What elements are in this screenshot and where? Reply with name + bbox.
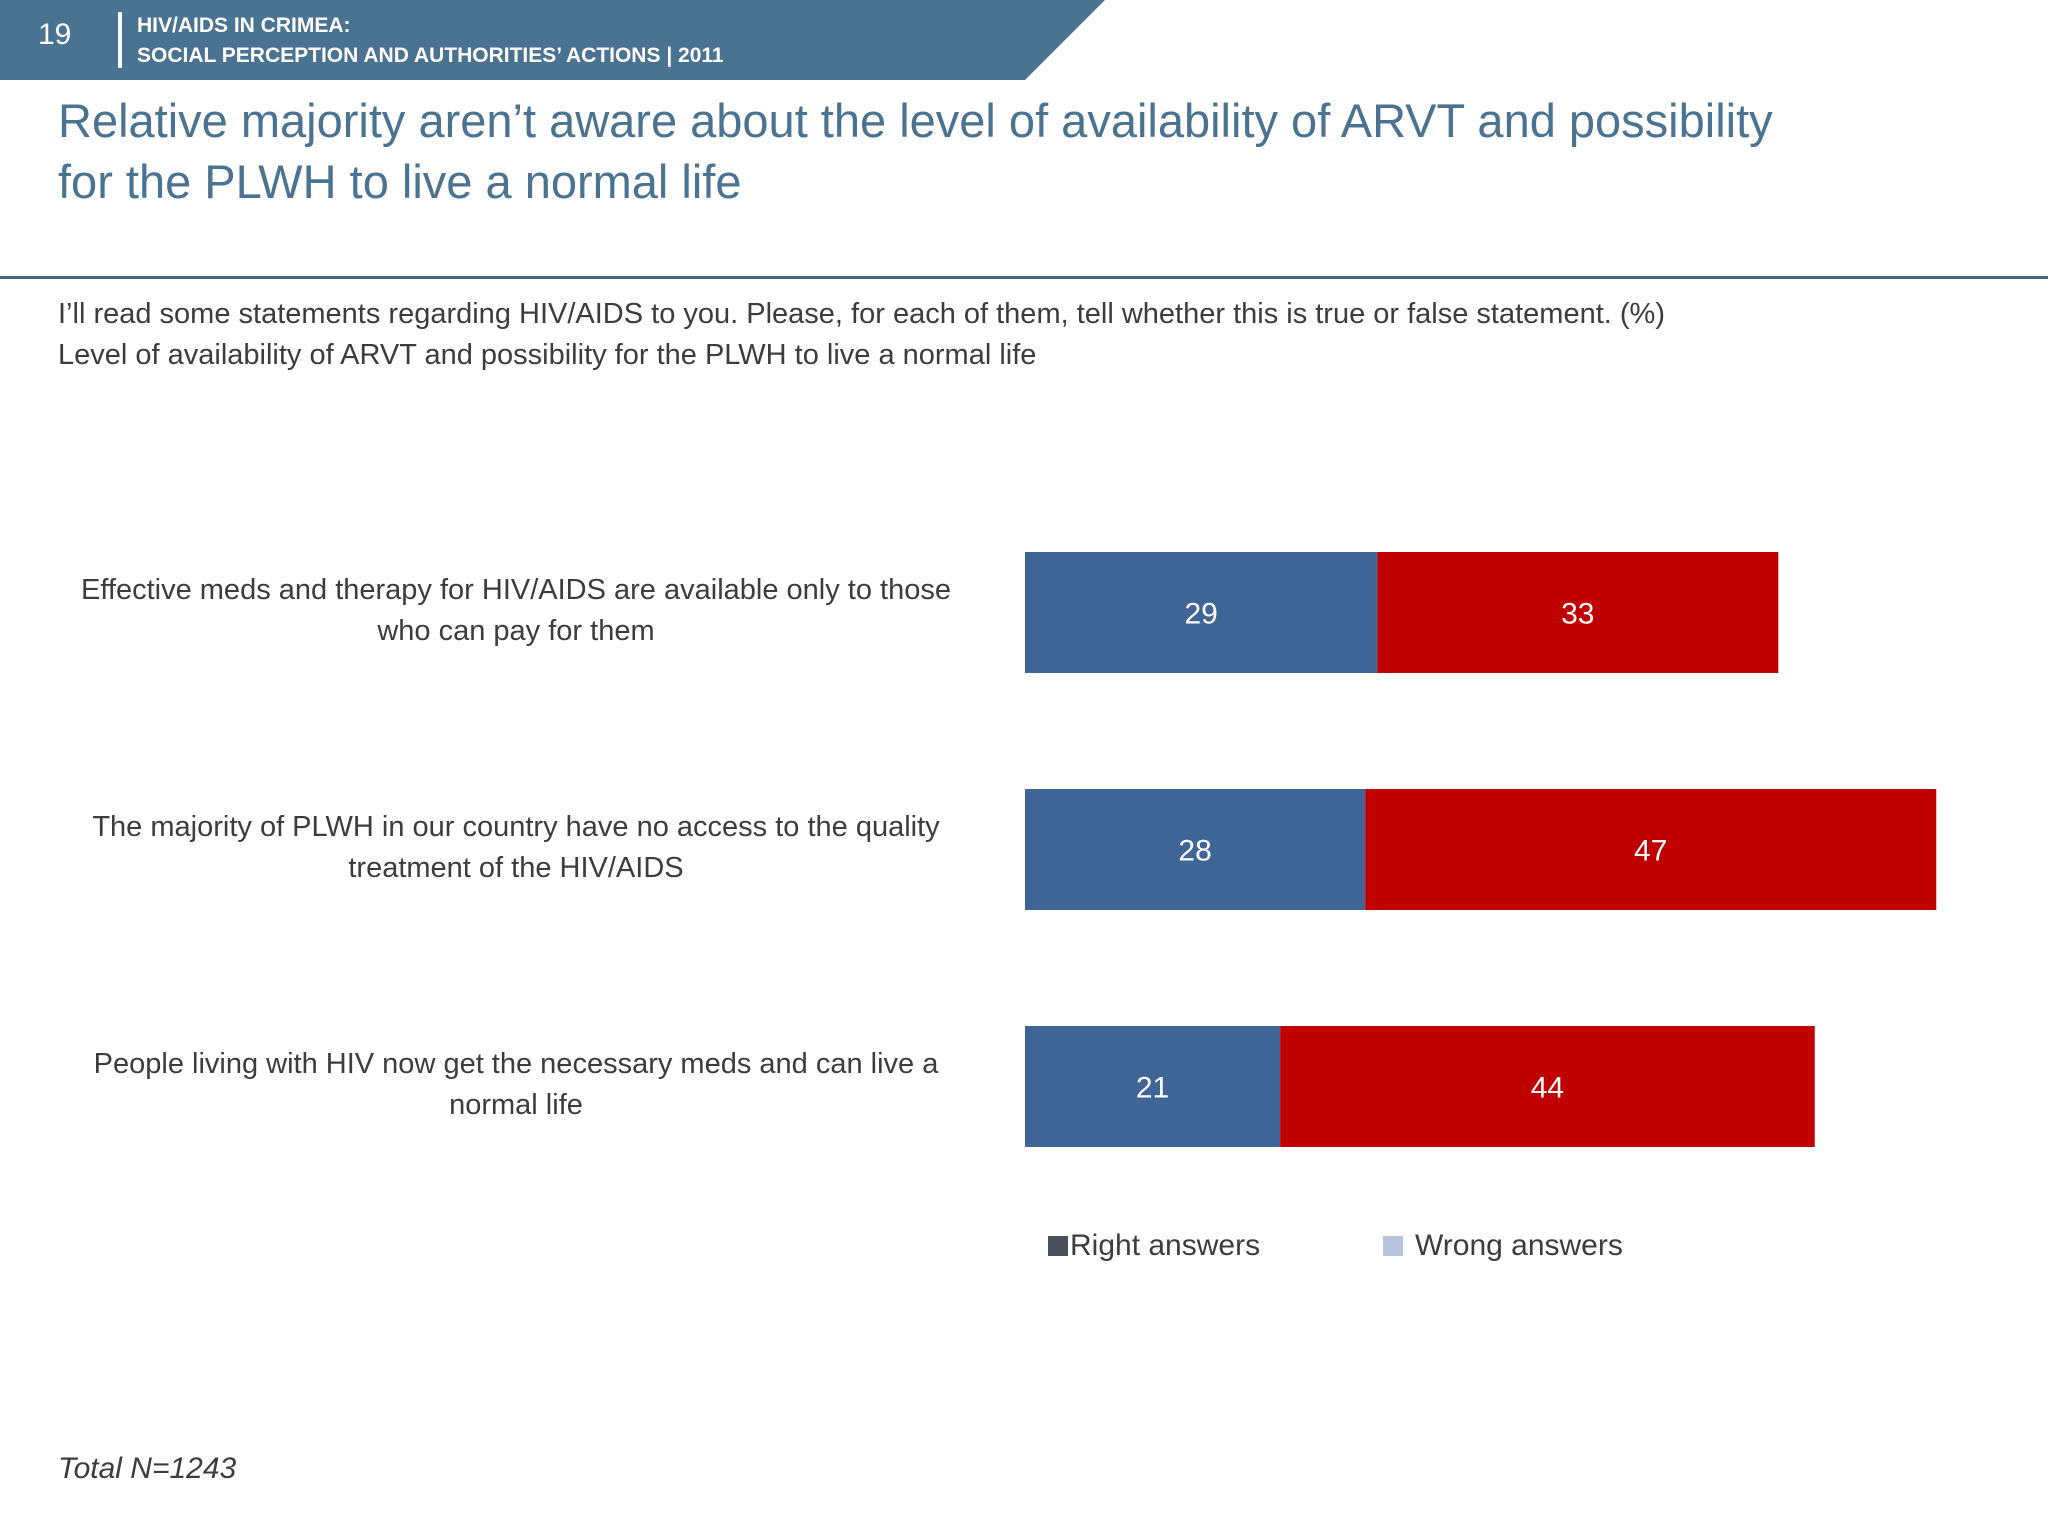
data-label-wrong-answers-row-3: 44 — [1531, 1072, 1564, 1105]
data-label-right-answers-row-3: 21 — [1136, 1072, 1169, 1105]
category-label-2-line-1: The majority of PLWH in our country have… — [92, 811, 940, 843]
slide-number: 19 — [38, 18, 72, 51]
category-label-3-line-1: People living with HIV now get the neces… — [93, 1048, 939, 1080]
data-label-wrong-answers-row-2: 47 — [1634, 835, 1667, 868]
category-label-1-line-2: who can pay for them — [377, 615, 655, 647]
title-divider — [0, 276, 2048, 279]
slide-title-line-2: for the PLWH to live a normal life — [58, 155, 742, 208]
bar-wrong-answers-row-1 — [1377, 552, 1779, 673]
bar-right-answers-row-3 — [1025, 1026, 1281, 1147]
legend-swatch-right-answers — [1048, 1236, 1068, 1256]
category-label-2-line-2: treatment of the HIV/AIDS — [348, 852, 684, 884]
question-line-2: Level of availability of ARVT and possib… — [58, 339, 1037, 371]
sample-size-note: Total N=1243 — [58, 1452, 237, 1485]
slide-title-line-1: Relative majority aren’t aware about the… — [58, 94, 1773, 147]
report-subtitle: SOCIAL PERCEPTION AND AUTHORITIES’ ACTIO… — [137, 44, 724, 67]
category-label-1: Effective meds and therapy for HIV/AIDS … — [40, 570, 992, 652]
legend-label-right-answers: Right answers — [1070, 1229, 1261, 1262]
header-divider — [118, 12, 122, 68]
data-label-wrong-answers-row-1: 33 — [1561, 598, 1594, 631]
legend-label-wrong-answers: Wrong answers — [1415, 1229, 1623, 1262]
question-text: I’ll read some statements regarding HIV/… — [58, 294, 1958, 376]
legend-swatch-wrong-answers — [1383, 1236, 1403, 1256]
bar-wrong-answers-row-3 — [1280, 1026, 1815, 1147]
bar-right-answers-row-1 — [1025, 552, 1378, 673]
category-label-3: People living with HIV now get the neces… — [40, 1044, 992, 1126]
report-title: HIV/AIDS IN CRIMEA: — [137, 14, 351, 37]
category-label-1-line-1: Effective meds and therapy for HIV/AIDS … — [81, 574, 951, 606]
category-label-2: The majority of PLWH in our country have… — [40, 807, 992, 889]
category-label-3-line-2: normal life — [449, 1089, 583, 1121]
header-band — [0, 0, 1105, 80]
data-label-right-answers-row-1: 29 — [1184, 598, 1217, 631]
question-line-1: I’ll read some statements regarding HIV/… — [58, 298, 1665, 330]
slide-title: Relative majority aren’t aware about the… — [58, 90, 1938, 212]
bar-wrong-answers-row-2 — [1365, 789, 1937, 910]
data-label-right-answers-row-2: 28 — [1178, 835, 1211, 868]
bar-right-answers-row-2 — [1025, 789, 1366, 910]
